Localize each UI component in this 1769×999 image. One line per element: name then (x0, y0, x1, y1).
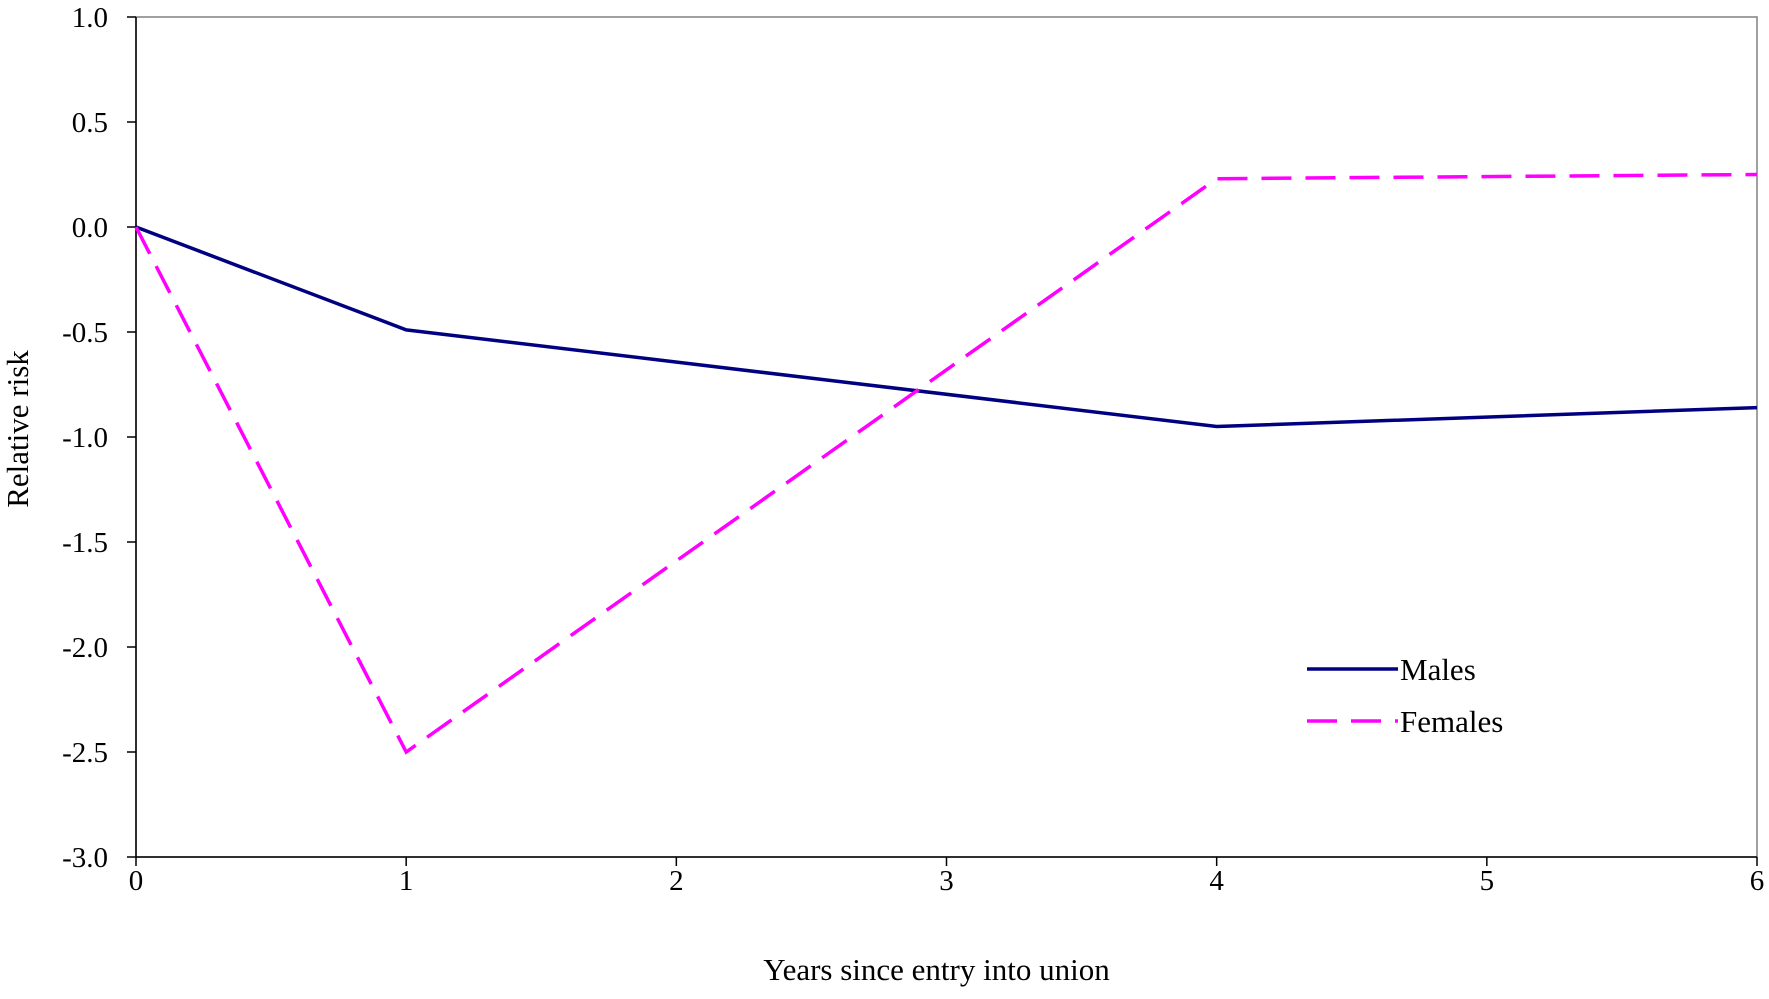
series-lines (134, 172, 1758, 755)
axes: 1.0 0.5 0.0 -0.5 -1.0 -1.5 -2.0 -2.5 -3.0 0 1 2 3 4 5 6 (62, 2, 1764, 897)
y-tick-label: -3.0 (62, 842, 108, 874)
x-axis-title: Years since entry into union (763, 952, 1110, 987)
legend: Males Females (1307, 652, 1503, 739)
legend-label-males: Males (1400, 652, 1476, 687)
plot-frame (135, 16, 1758, 858)
y-tick-label: -1.5 (62, 527, 108, 559)
x-tick-label: 3 (939, 865, 954, 897)
x-tick-label: 5 (1480, 865, 1495, 897)
x-tick-label: 2 (669, 865, 684, 897)
x-tick-label: 0 (129, 865, 144, 897)
y-tick-label: 0.5 (72, 107, 108, 139)
series-line-males (135, 225, 1758, 429)
legend-label-females: Females (1400, 704, 1503, 739)
y-tick-label: 1.0 (72, 2, 108, 34)
y-tick-label: -1.0 (62, 422, 108, 454)
x-tick-label: 1 (399, 865, 414, 897)
y-tick-label: -0.5 (62, 317, 108, 349)
y-axis-title: Relative risk (0, 350, 35, 508)
y-tick-label: 0.0 (72, 212, 108, 244)
x-tick-label: 6 (1750, 865, 1765, 897)
series-line-females (134, 172, 1758, 755)
y-tick-label: -2.5 (62, 737, 108, 769)
x-tick-label: 4 (1209, 865, 1224, 897)
y-tick-label: -2.0 (62, 632, 108, 664)
